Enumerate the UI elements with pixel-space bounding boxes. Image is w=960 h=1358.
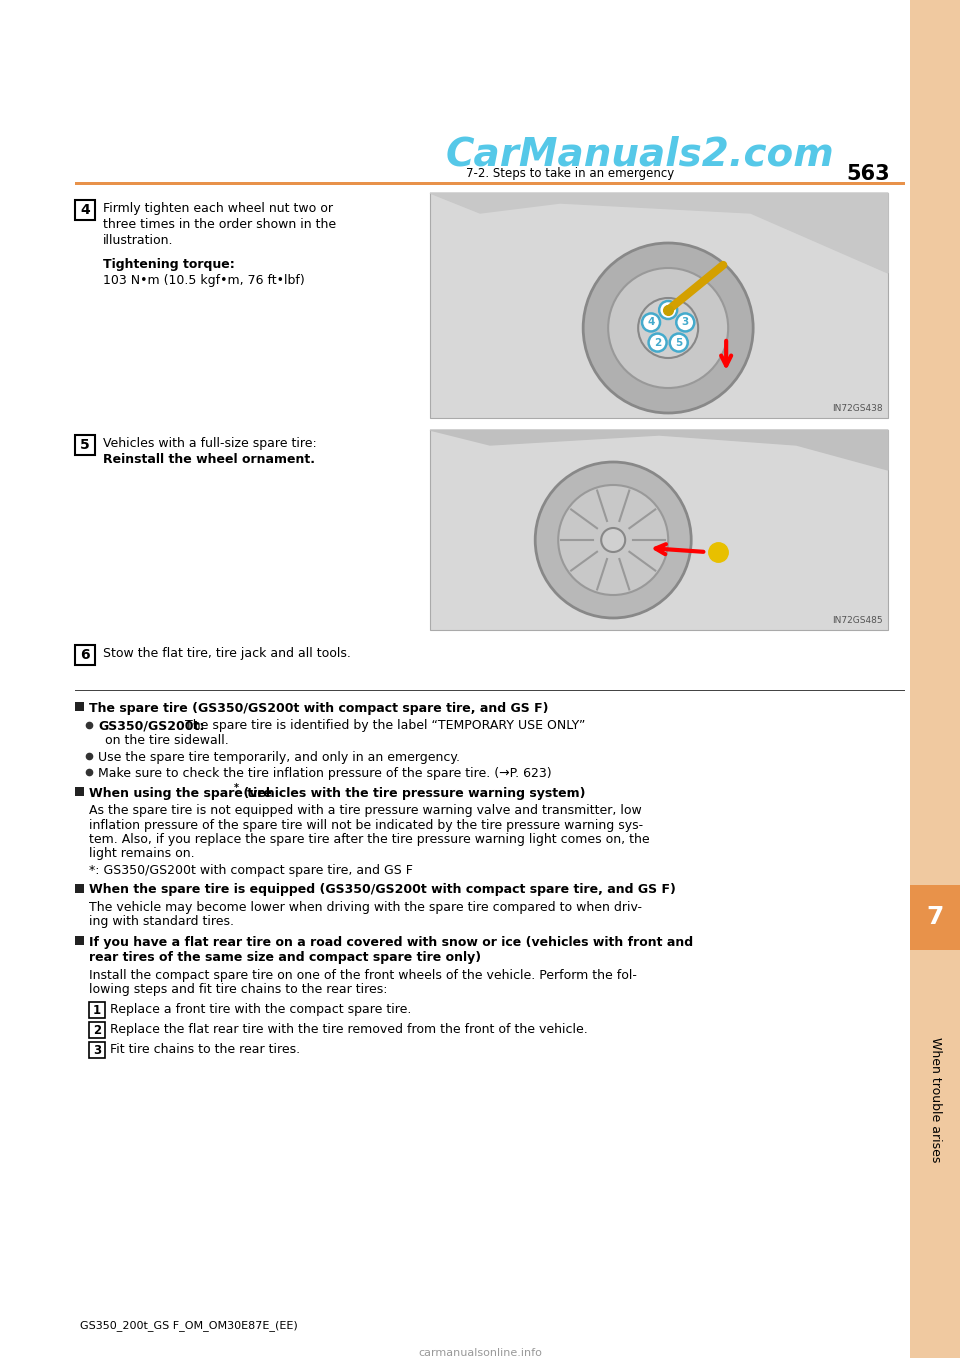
Text: three times in the order shown in the: three times in the order shown in the: [103, 219, 336, 231]
Text: GS350/GS200t:: GS350/GS200t:: [98, 720, 204, 732]
Text: When the spare tire is equipped (GS350/GS200t with compact spare tire, and GS F): When the spare tire is equipped (GS350/G…: [89, 884, 676, 896]
Text: When trouble arises: When trouble arises: [928, 1038, 942, 1162]
Text: illustration.: illustration.: [103, 234, 174, 247]
Bar: [430, 193, 888, 418]
Bar: [75, 645, 95, 665]
Circle shape: [642, 314, 660, 331]
Text: *: GS350/GS200t with compact spare tire, and GS F: *: GS350/GS200t with compact spare tire,…: [89, 864, 413, 877]
Text: 563: 563: [846, 164, 890, 183]
Text: 1: 1: [93, 1004, 101, 1017]
Text: tem. Also, if you replace the spare tire after the tire pressure warning light c: tem. Also, if you replace the spare tire…: [89, 832, 650, 846]
Text: 5: 5: [80, 439, 90, 452]
Text: lowing steps and fit tire chains to the rear tires:: lowing steps and fit tire chains to the …: [89, 983, 388, 997]
Text: 1: 1: [664, 306, 672, 315]
Circle shape: [649, 334, 666, 352]
Text: The vehicle may become lower when driving with the spare tire compared to when d: The vehicle may become lower when drivin…: [89, 900, 642, 914]
Text: If you have a flat rear tire on a road covered with snow or ice (vehicles with f: If you have a flat rear tire on a road c…: [89, 936, 693, 949]
Text: Stow the flat tire, tire jack and all tools.: Stow the flat tire, tire jack and all to…: [103, 646, 350, 660]
Bar: [910, 885, 960, 951]
Bar: [89, 1042, 105, 1058]
Text: 7-2. Steps to take in an emergency: 7-2. Steps to take in an emergency: [466, 167, 674, 181]
Bar: [89, 1023, 105, 1038]
Text: Make sure to check the tire inflation pressure of the spare tire. (→P. 623): Make sure to check the tire inflation pr…: [98, 767, 552, 779]
Text: Install the compact spare tire on one of the front wheels of the vehicle. Perfor: Install the compact spare tire on one of…: [89, 970, 636, 982]
Text: 4: 4: [80, 202, 90, 217]
Text: GS350_200t_GS F_OM_OM30E87E_(EE): GS350_200t_GS F_OM_OM30E87E_(EE): [80, 1320, 298, 1331]
Circle shape: [583, 243, 754, 413]
Circle shape: [660, 301, 677, 319]
Bar: [430, 430, 888, 630]
Bar: [75, 200, 95, 220]
Text: inflation pressure of the spare tire will not be indicated by the tire pressure : inflation pressure of the spare tire wil…: [89, 819, 643, 831]
Circle shape: [609, 268, 728, 388]
Text: 4: 4: [647, 318, 655, 327]
Text: (vehicles with the tire pressure warning system): (vehicles with the tire pressure warning…: [239, 786, 586, 800]
Text: Vehicles with a full-size spare tire:: Vehicles with a full-size spare tire:: [103, 437, 317, 449]
Text: Tightening torque:: Tightening torque:: [103, 258, 235, 272]
Polygon shape: [430, 430, 888, 470]
Text: *: *: [234, 784, 239, 793]
Circle shape: [558, 485, 668, 595]
Bar: [75, 884, 84, 892]
Text: ing with standard tires.: ing with standard tires.: [89, 915, 234, 929]
Text: carmanualsonline.info: carmanualsonline.info: [418, 1348, 542, 1358]
Text: IN72GS438: IN72GS438: [832, 403, 883, 413]
Text: Fit tire chains to the rear tires.: Fit tire chains to the rear tires.: [110, 1043, 300, 1057]
Text: IN72GS485: IN72GS485: [832, 617, 883, 625]
Text: 2: 2: [93, 1024, 101, 1036]
Bar: [75, 702, 84, 712]
Text: 6: 6: [81, 648, 90, 661]
Text: on the tire sidewall.: on the tire sidewall.: [105, 735, 228, 747]
Text: rear tires of the same size and compact spare tire only): rear tires of the same size and compact …: [89, 951, 481, 963]
Bar: [89, 1002, 105, 1018]
Bar: [75, 435, 95, 455]
Text: The spare tire (GS350/GS200t with compact spare tire, and GS F): The spare tire (GS350/GS200t with compac…: [89, 702, 548, 716]
Text: Replace the flat rear tire with the tire removed from the front of the vehicle.: Replace the flat rear tire with the tire…: [110, 1023, 588, 1036]
Text: Reinstall the wheel ornament.: Reinstall the wheel ornament.: [103, 454, 315, 466]
Text: 2: 2: [654, 338, 661, 348]
Text: Firmly tighten each wheel nut two or: Firmly tighten each wheel nut two or: [103, 202, 333, 215]
Text: 5: 5: [675, 338, 683, 348]
Circle shape: [670, 334, 687, 352]
Text: The spare tire is identified by the label “TEMPORARY USE ONLY”: The spare tire is identified by the labe…: [181, 720, 586, 732]
Text: light remains on.: light remains on.: [89, 847, 195, 861]
Bar: [75, 786, 84, 796]
Bar: [910, 0, 960, 1358]
Text: 3: 3: [682, 318, 689, 327]
Circle shape: [536, 462, 691, 618]
Text: 7: 7: [926, 906, 944, 929]
Text: 103 N•m (10.5 kgf•m, 76 ft•lbf): 103 N•m (10.5 kgf•m, 76 ft•lbf): [103, 274, 304, 287]
Text: CarManuals2.com: CarManuals2.com: [445, 136, 834, 174]
Circle shape: [638, 297, 698, 359]
Bar: [75, 182, 905, 185]
Text: 3: 3: [93, 1043, 101, 1057]
Text: When using the spare tire: When using the spare tire: [89, 786, 272, 800]
Text: Replace a front tire with the compact spare tire.: Replace a front tire with the compact sp…: [110, 1004, 412, 1016]
Text: As the spare tire is not equipped with a tire pressure warning valve and transmi: As the spare tire is not equipped with a…: [89, 804, 641, 818]
Bar: [75, 936, 84, 945]
Polygon shape: [430, 193, 888, 273]
Circle shape: [601, 528, 625, 551]
Text: Use the spare tire temporarily, and only in an emergency.: Use the spare tire temporarily, and only…: [98, 751, 460, 763]
Circle shape: [676, 314, 694, 331]
